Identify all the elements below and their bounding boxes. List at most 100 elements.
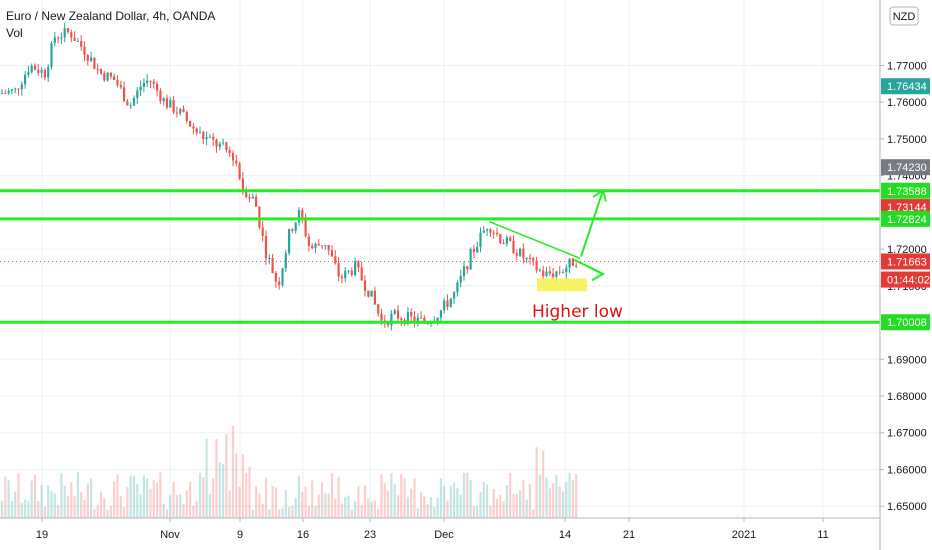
- volume-bars: [0, 425, 578, 518]
- candle-body: [185, 111, 188, 121]
- candle-body: [4, 92, 7, 94]
- volume-bar: [109, 505, 112, 518]
- candle-body: [149, 80, 152, 82]
- y-tick-label: 1.66000: [887, 464, 927, 476]
- volume-bar: [284, 489, 287, 518]
- volume-bar: [363, 485, 367, 518]
- candle-body: [17, 88, 20, 90]
- currency-badge-box: [889, 6, 919, 26]
- volume-bar: [492, 488, 495, 518]
- volume-bar: [311, 480, 314, 518]
- volume-bar: [476, 505, 479, 518]
- candle-body: [294, 222, 297, 231]
- volume-bar: [479, 492, 482, 518]
- candle-body: [60, 37, 63, 39]
- candle-body: [439, 310, 442, 318]
- volume-bar: [40, 485, 43, 518]
- x-tick-label: 21: [623, 529, 635, 541]
- volume-bar: [113, 481, 116, 518]
- candle-body: [162, 98, 165, 102]
- candle-body: [304, 218, 307, 237]
- volume-bar: [548, 488, 551, 518]
- candle-body: [396, 310, 400, 319]
- volume-bar: [380, 473, 383, 518]
- candle-body: [357, 261, 360, 268]
- volume-bar: [70, 481, 73, 518]
- volume-bar: [304, 486, 307, 518]
- volume-bar: [116, 474, 119, 518]
- volume-bar: [258, 493, 261, 518]
- candle-body: [20, 84, 23, 90]
- volume-bar: [83, 499, 86, 518]
- volume-bar: [215, 439, 218, 518]
- volume-bar: [393, 484, 396, 518]
- price-tag: 1.76434: [881, 78, 930, 95]
- candle-body: [406, 312, 409, 324]
- candle-body: [469, 249, 472, 270]
- volume-bar: [499, 494, 502, 518]
- price-tag: 01:44:02: [881, 271, 930, 288]
- candle-body: [212, 136, 215, 140]
- volume-bar: [63, 485, 66, 518]
- candle-body: [175, 112, 178, 114]
- candle-body: [235, 160, 238, 164]
- volume-bar: [459, 494, 462, 518]
- volume-bar: [542, 450, 545, 518]
- candle-body: [195, 128, 198, 133]
- candle-body: [515, 253, 518, 256]
- candle-body: [109, 72, 112, 77]
- candle-body: [33, 65, 37, 70]
- descending-trendline: [488, 220, 581, 259]
- volume-bar: [231, 425, 235, 518]
- candle-body: [24, 74, 27, 85]
- volume-bar: [132, 475, 136, 518]
- candle-body: [324, 245, 327, 247]
- volume-bar: [238, 486, 241, 518]
- chart-title: Euro / New Zealand Dollar, 4h, OANDA: [6, 9, 216, 23]
- price-tag-box: [881, 182, 930, 199]
- candle-body: [136, 90, 139, 99]
- candle-body: [416, 317, 419, 323]
- volume-bar: [136, 484, 139, 518]
- volume-bar: [525, 499, 528, 518]
- volume-bar: [126, 487, 129, 518]
- volume-bar: [7, 480, 10, 518]
- volume-bar: [469, 480, 472, 518]
- volume-bar: [420, 492, 423, 518]
- volume-bar: [555, 474, 558, 518]
- x-tick-label: 16: [297, 529, 309, 541]
- candle-body: [202, 132, 205, 140]
- volume-bar: [274, 487, 277, 518]
- price-tag-box: [881, 78, 930, 95]
- volume-bar: [400, 473, 403, 518]
- volume-bar: [50, 491, 53, 518]
- volume-bar: [264, 477, 268, 518]
- candle-body: [522, 248, 525, 259]
- volume-bar: [17, 473, 20, 518]
- volume-bar: [545, 477, 548, 518]
- volume-bar: [571, 479, 574, 518]
- volume-bar: [373, 500, 376, 518]
- volume-bar: [159, 472, 162, 518]
- candle-body: [288, 229, 291, 254]
- candle-body: [545, 271, 548, 277]
- candle-body: [297, 210, 301, 223]
- volume-bar: [466, 472, 469, 518]
- candle-body: [400, 318, 403, 320]
- volume-bar: [156, 482, 159, 518]
- candle-body: [116, 80, 119, 86]
- x-tick-label: 23: [364, 529, 376, 541]
- volume-bar: [317, 494, 320, 518]
- volume-bar: [486, 484, 489, 518]
- candle-body: [347, 270, 350, 272]
- candle-body: [258, 206, 261, 228]
- volume-bar: [281, 507, 284, 518]
- candle-body: [568, 258, 571, 268]
- volume-bar: [80, 492, 83, 518]
- candle-body: [363, 280, 367, 291]
- volume-bar: [96, 504, 99, 518]
- price-tag-box: [881, 271, 930, 288]
- candle-body: [291, 229, 294, 231]
- candle-body: [0, 92, 4, 94]
